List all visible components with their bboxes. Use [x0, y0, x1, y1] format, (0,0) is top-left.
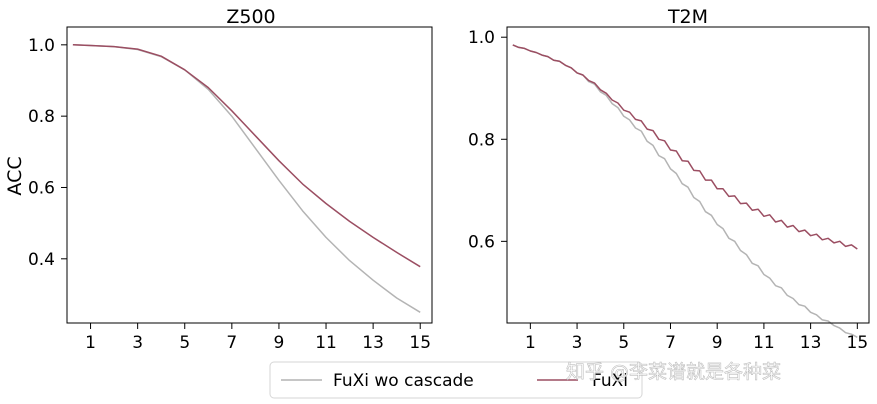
- x-tick-label: 5: [618, 333, 629, 353]
- y-tick-label: 1.0: [468, 28, 495, 48]
- x-tick-label: 11: [753, 333, 775, 353]
- x-tick-label: 13: [362, 333, 384, 353]
- series-layer: [72, 44, 421, 313]
- panel-title: Z500: [226, 6, 275, 28]
- panel-z500: Z500 ACC 1 3 5 7 9 11 13 150.40.60.81.0: [4, 6, 433, 353]
- x-tick-label: 15: [409, 333, 431, 353]
- y-tick-label: 0.6: [28, 178, 55, 198]
- axes: 1 3 5 7 9 11 13 150.40.60.81.0: [28, 36, 431, 353]
- x-tick-label: 3: [132, 333, 143, 353]
- x-tick-label: 7: [226, 333, 237, 353]
- x-tick-label: 11: [315, 333, 337, 353]
- watermark-text: 知乎 @李菜谱就是各种菜: [566, 361, 781, 383]
- x-tick-label: 1: [85, 333, 96, 353]
- x-tick-label: 15: [847, 333, 869, 353]
- series-layer: [512, 44, 858, 338]
- y-tick-label: 0.8: [468, 130, 495, 150]
- y-axis-label: ACC: [4, 156, 26, 195]
- x-tick-label: 3: [572, 333, 583, 353]
- series-line-fuxi-wo-cascade: [512, 44, 858, 338]
- x-tick-label: 9: [712, 333, 723, 353]
- x-tick-label: 5: [179, 333, 190, 353]
- legend-box: [269, 361, 643, 399]
- x-tick-label: 9: [274, 333, 285, 353]
- y-tick-label: 0.8: [28, 107, 55, 127]
- legend-label-fuxi: FuXi: [592, 371, 628, 391]
- series-line-fuxi: [512, 44, 858, 250]
- axes: 1 3 5 7 9 11 13 150.60.81.0: [468, 28, 868, 353]
- legend-label-fuxi-wo-cascade: FuXi wo cascade: [333, 371, 474, 391]
- x-tick-label: 1: [525, 333, 536, 353]
- panel-t2m: T2M 1 3 5 7 9 11 13 150.60.81.0: [468, 6, 870, 353]
- legend: FuXi wo cascade FuXi: [269, 361, 643, 399]
- x-tick-label: 13: [800, 333, 822, 353]
- panel-title: T2M: [667, 6, 708, 28]
- y-tick-label: 1.0: [28, 36, 55, 56]
- y-tick-label: 0.4: [28, 250, 55, 270]
- series-line-fuxi-wo-cascade: [72, 44, 421, 313]
- plot-frame: [66, 26, 433, 324]
- y-tick-label: 0.6: [468, 232, 495, 252]
- plot-frame: [506, 26, 870, 324]
- x-tick-label: 7: [665, 333, 676, 353]
- series-line-fuxi: [72, 44, 421, 268]
